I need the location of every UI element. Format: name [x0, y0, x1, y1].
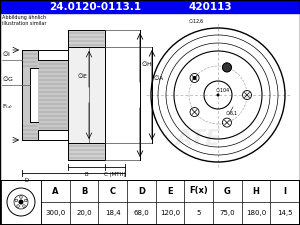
Text: 68,0: 68,0	[134, 210, 149, 216]
Text: $\varnothing$H: $\varnothing$H	[141, 58, 152, 68]
Text: $\varnothing$I: $\varnothing$I	[2, 49, 11, 58]
Text: $\varnothing$E: $\varnothing$E	[77, 70, 88, 79]
Text: C: C	[110, 187, 116, 196]
Bar	[1, 180, 41, 224]
Text: I: I	[283, 187, 286, 196]
Text: H: H	[253, 187, 260, 196]
Circle shape	[193, 76, 196, 80]
Text: C (MTH): C (MTH)	[104, 172, 126, 177]
Text: 14,5: 14,5	[277, 210, 292, 216]
Text: E: E	[167, 187, 173, 196]
Text: 300,0: 300,0	[45, 210, 65, 216]
Bar	[0, 13, 300, 180]
Text: $\varnothing$104: $\varnothing$104	[215, 86, 231, 94]
Text: illustration similar: illustration similar	[2, 21, 46, 26]
Bar	[30, 68, 38, 122]
Text: $\varnothing$G: $\varnothing$G	[2, 74, 14, 83]
Bar	[68, 30, 105, 47]
Text: $\varnothing$A: $\varnothing$A	[153, 72, 165, 81]
Text: B: B	[81, 187, 87, 196]
Text: F(x): F(x)	[189, 187, 208, 196]
Text: D: D	[138, 187, 145, 196]
Bar	[1, 180, 299, 224]
Circle shape	[217, 94, 220, 97]
Text: B: B	[85, 172, 88, 177]
Circle shape	[19, 200, 23, 205]
Text: Abbildung ähnlich: Abbildung ähnlich	[2, 15, 46, 20]
Bar	[0, 0, 300, 13]
Text: 5: 5	[196, 210, 201, 216]
Circle shape	[223, 63, 232, 72]
Text: F$_{(x)}$: F$_{(x)}$	[2, 103, 13, 111]
Text: G: G	[224, 187, 231, 196]
Text: D: D	[25, 178, 29, 183]
Text: $\varnothing$6,1: $\varnothing$6,1	[225, 110, 239, 117]
Text: $\varnothing$12,6: $\varnothing$12,6	[188, 18, 204, 25]
Bar	[22, 50, 38, 140]
Text: 18,4: 18,4	[105, 210, 121, 216]
Text: ATE: ATE	[175, 129, 220, 149]
Bar	[68, 143, 105, 160]
Text: 120,0: 120,0	[160, 210, 180, 216]
Text: 24.0120-0113.1: 24.0120-0113.1	[49, 2, 141, 11]
Bar	[68, 47, 105, 143]
Text: 420113: 420113	[188, 2, 232, 11]
Text: 75,0: 75,0	[220, 210, 235, 216]
Bar	[38, 60, 68, 130]
Text: 180,0: 180,0	[246, 210, 266, 216]
Text: 20,0: 20,0	[76, 210, 92, 216]
Text: A: A	[52, 187, 58, 196]
